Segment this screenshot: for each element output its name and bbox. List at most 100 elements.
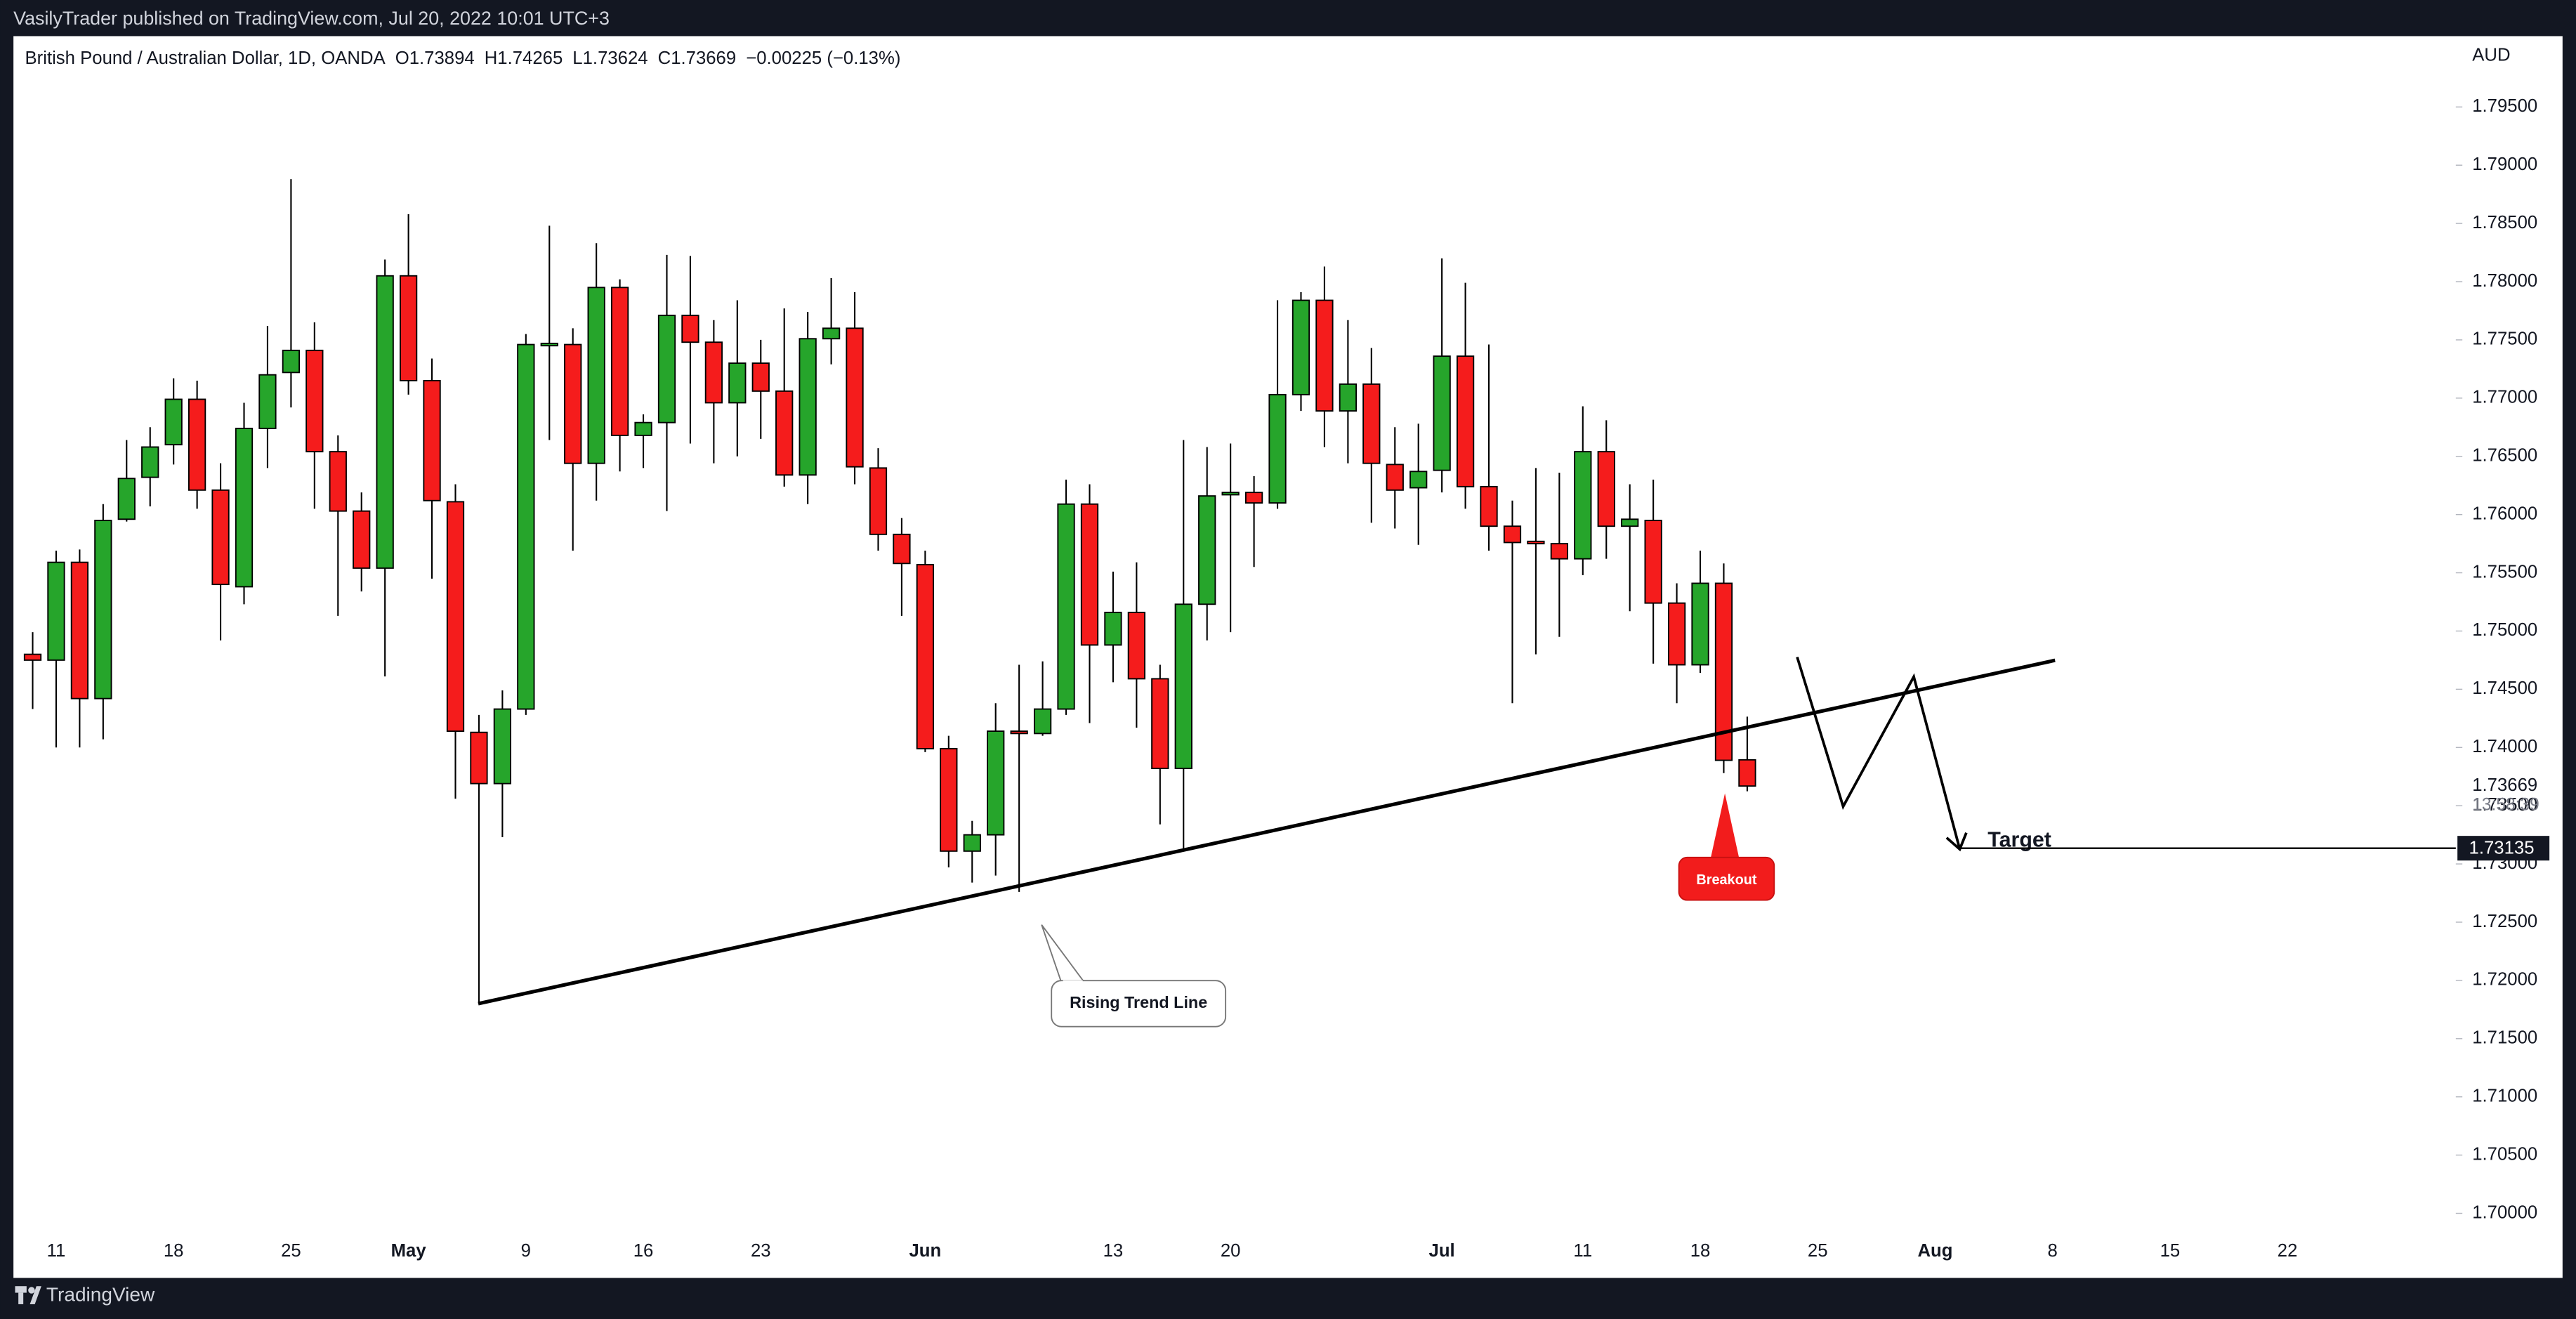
- candle-body: [47, 561, 65, 661]
- trend-line: [478, 658, 2056, 1006]
- candle-body: [1174, 603, 1192, 770]
- candle-body: [1738, 759, 1756, 787]
- candle-body: [353, 510, 371, 569]
- candle-body: [610, 287, 629, 436]
- x-tick-label: 25: [281, 1241, 301, 1261]
- x-tick-label: 25: [1808, 1241, 1828, 1261]
- y-tick-label: 1.79000: [2472, 155, 2537, 174]
- candle-body: [1362, 383, 1381, 464]
- breakout-box: [1678, 856, 1775, 901]
- candle-body: [1386, 464, 1404, 491]
- x-tick-label: 23: [751, 1241, 771, 1261]
- y-tick-label: 1.75500: [2472, 562, 2537, 582]
- candle-body: [704, 341, 723, 404]
- target-price-label: 1.73135: [2469, 839, 2535, 858]
- y-tick-label: 1.74000: [2472, 737, 2537, 756]
- candle-body: [657, 315, 676, 424]
- y-tick-label: 1.76000: [2472, 504, 2537, 523]
- candle-body: [470, 731, 488, 785]
- candle-body: [1080, 503, 1099, 646]
- candle-body: [1010, 730, 1028, 735]
- candle-body: [1691, 582, 1709, 666]
- candle-body: [1644, 519, 1662, 604]
- candle-body: [916, 564, 935, 749]
- candle-body: [1527, 540, 1545, 545]
- x-tick-label: 15: [2160, 1241, 2181, 1261]
- candle-body: [822, 327, 841, 340]
- candle-body: [1127, 611, 1145, 680]
- candle-body: [258, 374, 277, 429]
- candle-body: [164, 398, 183, 446]
- candle-body: [1104, 611, 1122, 646]
- ohlc-value: H1.74265: [485, 48, 563, 68]
- candle-body: [399, 275, 418, 381]
- arrow-head: [1945, 832, 1968, 852]
- y-tick-label: 1.70000: [2472, 1202, 2537, 1222]
- x-tick-label: 18: [1690, 1241, 1711, 1261]
- callout-pointer: [1041, 924, 1085, 983]
- candle-body: [211, 489, 230, 586]
- y-tick-label: 1.76500: [2472, 446, 2537, 466]
- candle-body: [681, 315, 699, 343]
- candle-body: [517, 343, 535, 710]
- candle-body: [940, 747, 958, 852]
- target-price-box: [2457, 836, 2550, 861]
- x-tick-label: 9: [521, 1241, 531, 1261]
- ohlc-value: L1.73624: [572, 48, 648, 68]
- candle-body: [1268, 393, 1287, 504]
- ohlc-value: C1.73669: [658, 48, 737, 68]
- breakout-annotation: Breakout: [1696, 872, 1756, 888]
- candle-body: [846, 327, 864, 468]
- ohlc-value: −0.00225 (−0.13%): [746, 48, 900, 68]
- candle-body: [23, 653, 42, 661]
- candle-body: [94, 519, 112, 700]
- x-tick-label: 16: [633, 1241, 654, 1261]
- candle-body: [893, 533, 911, 565]
- y-tick-label: 1.73500: [2472, 795, 2537, 815]
- y-tick-label: 1.71500: [2472, 1028, 2537, 1048]
- candle-body: [493, 708, 512, 785]
- candle-body: [1550, 543, 1568, 560]
- x-tick-label: Jul: [1429, 1241, 1455, 1261]
- last-price-label: 1.73669: [2472, 775, 2537, 795]
- footer-brand: TradingView: [46, 1284, 155, 1306]
- y-tick-label: 1.70500: [2472, 1144, 2537, 1164]
- candle-body: [1244, 492, 1263, 504]
- candle-body: [188, 398, 206, 491]
- x-tick-label: Aug: [1917, 1241, 1952, 1261]
- y-tick-label: 1.77500: [2472, 329, 2537, 349]
- candle-body: [775, 390, 794, 476]
- candle-body: [1339, 383, 1357, 412]
- candle-body: [117, 478, 136, 520]
- y-tick-label: 1.74500: [2472, 678, 2537, 698]
- x-tick-label: 11: [1573, 1241, 1592, 1261]
- candle-body: [540, 342, 558, 347]
- candle-body: [869, 467, 888, 535]
- candle-body: [1667, 602, 1686, 666]
- candle-body: [305, 349, 324, 453]
- published-line: VasilyTrader published on TradingView.co…: [13, 8, 610, 29]
- ohlc-value: O1.73894: [395, 48, 475, 68]
- candle-body: [1503, 525, 1522, 544]
- x-tick-label: 13: [1103, 1241, 1124, 1261]
- y-tick-label: 1.72500: [2472, 912, 2537, 931]
- x-tick-label: 20: [1221, 1241, 1241, 1261]
- candle-body: [987, 730, 1005, 836]
- callout-box: [1051, 980, 1227, 1028]
- candle-body: [446, 501, 465, 732]
- y-tick-label: 1.71000: [2472, 1087, 2537, 1106]
- x-tick-label: May: [391, 1241, 427, 1261]
- candle-body: [587, 287, 605, 464]
- candle-body: [1621, 518, 1639, 527]
- candle-body: [728, 362, 747, 404]
- x-tick-label: 18: [164, 1241, 184, 1261]
- candle-body: [1033, 708, 1052, 735]
- candle-body: [1315, 299, 1334, 412]
- x-tick-label: Jun: [909, 1241, 942, 1261]
- candle-body: [564, 343, 582, 464]
- symbol-name: British Pound / Australian Dollar, 1D, O…: [25, 48, 386, 68]
- footer-logo: [15, 1286, 41, 1304]
- currency-label: AUD: [2472, 45, 2510, 65]
